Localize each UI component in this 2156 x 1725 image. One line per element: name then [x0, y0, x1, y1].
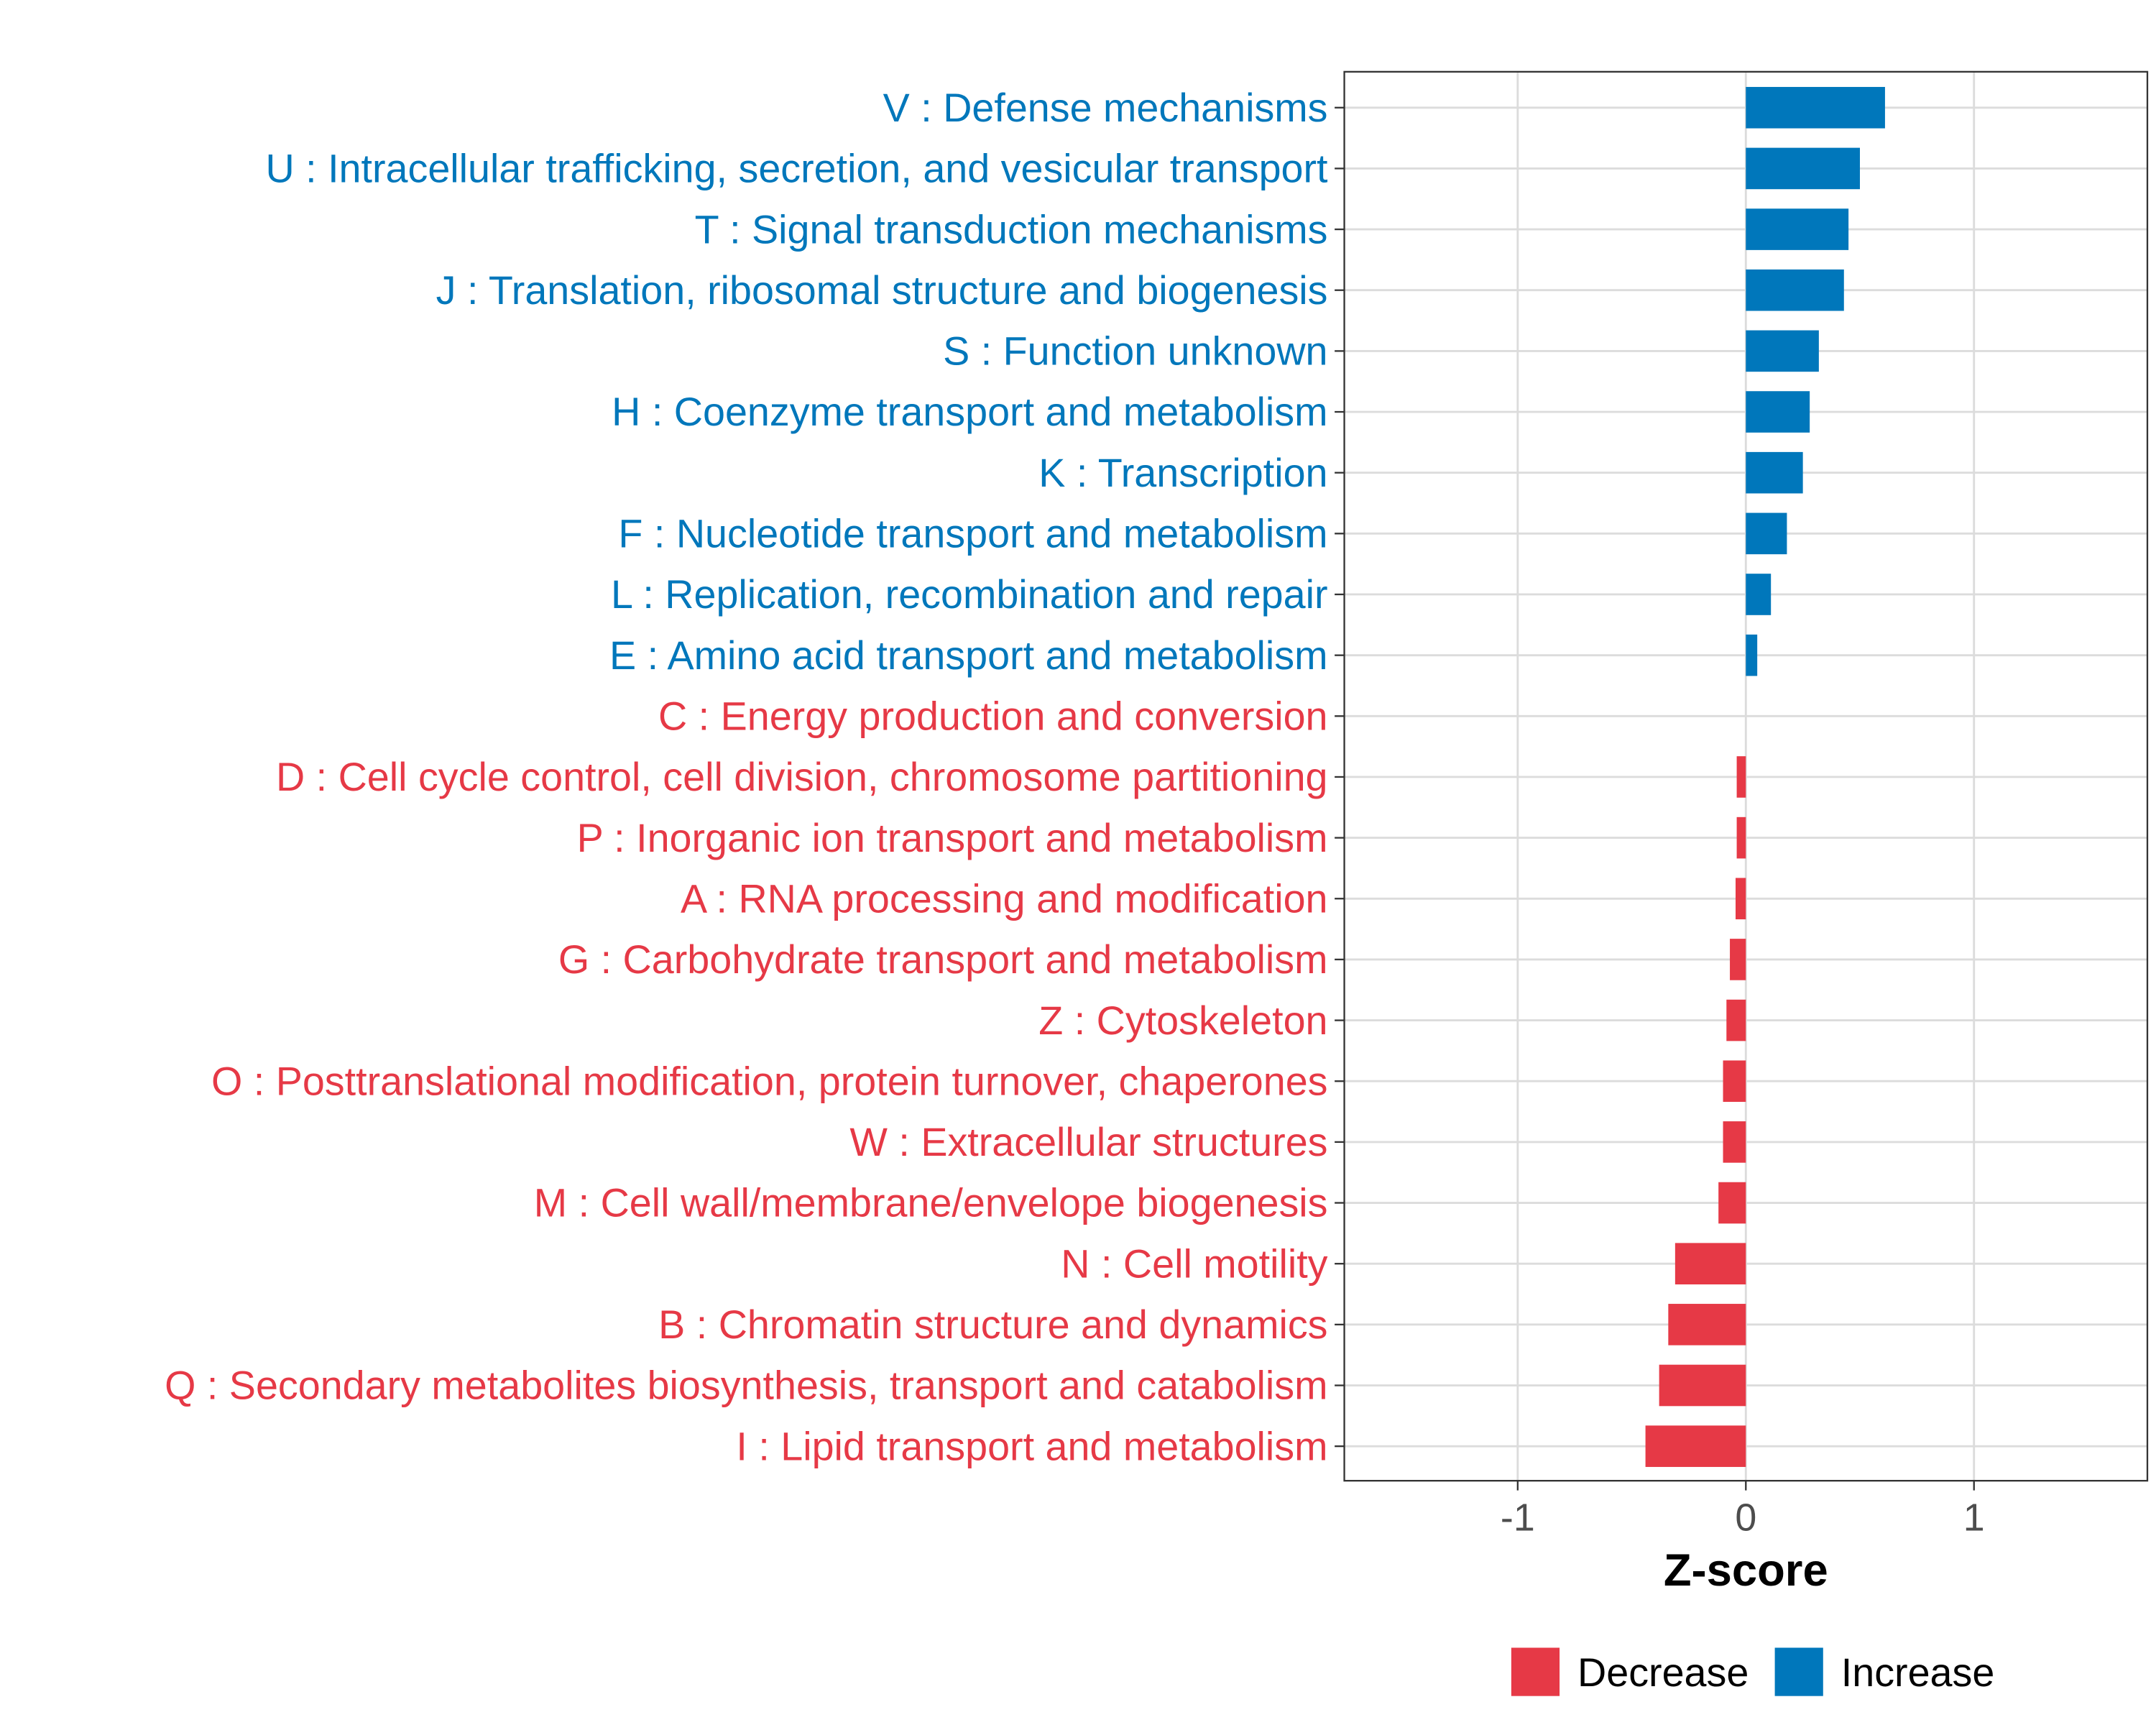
bar	[1730, 939, 1746, 980]
y-axis-labels: V : Defense mechanisms U : Intracellular …	[165, 86, 1345, 1468]
y-tick-label: U : Intracellular trafficking, secretion…	[265, 147, 1328, 191]
y-tick-label: J : Translation, ribosomal structure and…	[436, 268, 1328, 313]
bar	[1746, 147, 1861, 190]
bar	[1726, 999, 1746, 1041]
y-tick-label: Q : Secondary metabolites biosynthesis, …	[165, 1363, 1327, 1408]
y-tick-label: L : Replication, recombination and repai…	[611, 572, 1328, 617]
y-tick-label: D : Cell cycle control, cell division, c…	[276, 755, 1328, 799]
bars	[1645, 86, 1885, 1467]
bar	[1746, 208, 1849, 250]
y-tick-label: A : RNA processing and modification	[681, 876, 1328, 921]
bar	[1746, 269, 1844, 311]
bar	[1736, 816, 1746, 859]
bar	[1746, 86, 1885, 129]
bar	[1746, 451, 1803, 494]
bar	[1746, 574, 1772, 615]
y-tick-label: G : Carbohydrate transport and metabolis…	[558, 937, 1328, 982]
x-tick-label: -1	[1501, 1496, 1535, 1539]
y-tick-label: K : Transcription	[1038, 451, 1327, 495]
legend-label: Increase	[1841, 1650, 1995, 1695]
y-tick-label: M : Cell wall/membrane/envelope biogenes…	[534, 1181, 1328, 1225]
bar	[1746, 330, 1819, 372]
y-tick-label: N : Cell motility	[1061, 1241, 1327, 1286]
legend-item-increase: Increase	[1774, 1647, 1995, 1696]
y-tick-label: F : Nucleotide transport and metabolism	[618, 512, 1327, 556]
bar	[1723, 1060, 1746, 1103]
bar	[1746, 391, 1810, 433]
bar	[1674, 1243, 1746, 1284]
y-tick-label: I : Lipid transport and metabolism	[736, 1424, 1327, 1468]
bar	[1746, 634, 1758, 676]
bar	[1735, 878, 1746, 920]
y-tick-label: H : Coenzyme transport and metabolism	[612, 390, 1327, 434]
bar	[1723, 1121, 1746, 1163]
y-tick-label: S : Function unknown	[943, 329, 1327, 374]
legend-label: Decrease	[1577, 1650, 1749, 1695]
bar	[1645, 1425, 1746, 1467]
y-tick-label: V : Defense mechanisms	[883, 86, 1328, 130]
bar	[1668, 1304, 1746, 1346]
bar	[1746, 512, 1787, 555]
bar	[1736, 756, 1746, 798]
legend-swatch	[1774, 1647, 1823, 1696]
y-tick-label: P : Inorganic ion transport and metaboli…	[577, 816, 1328, 860]
y-tick-label: B : Chromatin structure and dynamics	[658, 1302, 1327, 1347]
bar	[1659, 1364, 1746, 1407]
y-tick-label: C : Energy production and conversion	[658, 694, 1328, 739]
legend-swatch	[1511, 1647, 1560, 1696]
y-tick-label: E : Amino acid transport and metabolism	[609, 633, 1327, 678]
bar	[1718, 1182, 1746, 1224]
y-tick-label: W : Extracellular structures	[849, 1120, 1327, 1164]
x-axis-title: Z-score	[1664, 1545, 1828, 1596]
x-tick-label: 1	[1963, 1496, 1985, 1539]
y-tick-label: O : Posttranslational modification, prot…	[211, 1059, 1328, 1103]
x-axis-ticks: -1 0 1	[1501, 1481, 1985, 1539]
legend: Decrease Increase	[1511, 1647, 1994, 1696]
x-tick-label: 0	[1735, 1496, 1756, 1539]
y-tick-label: T : Signal transduction mechanisms	[695, 207, 1328, 252]
legend-item-decrease: Decrease	[1511, 1647, 1749, 1696]
y-tick-label: Z : Cytoskeleton	[1038, 998, 1327, 1043]
